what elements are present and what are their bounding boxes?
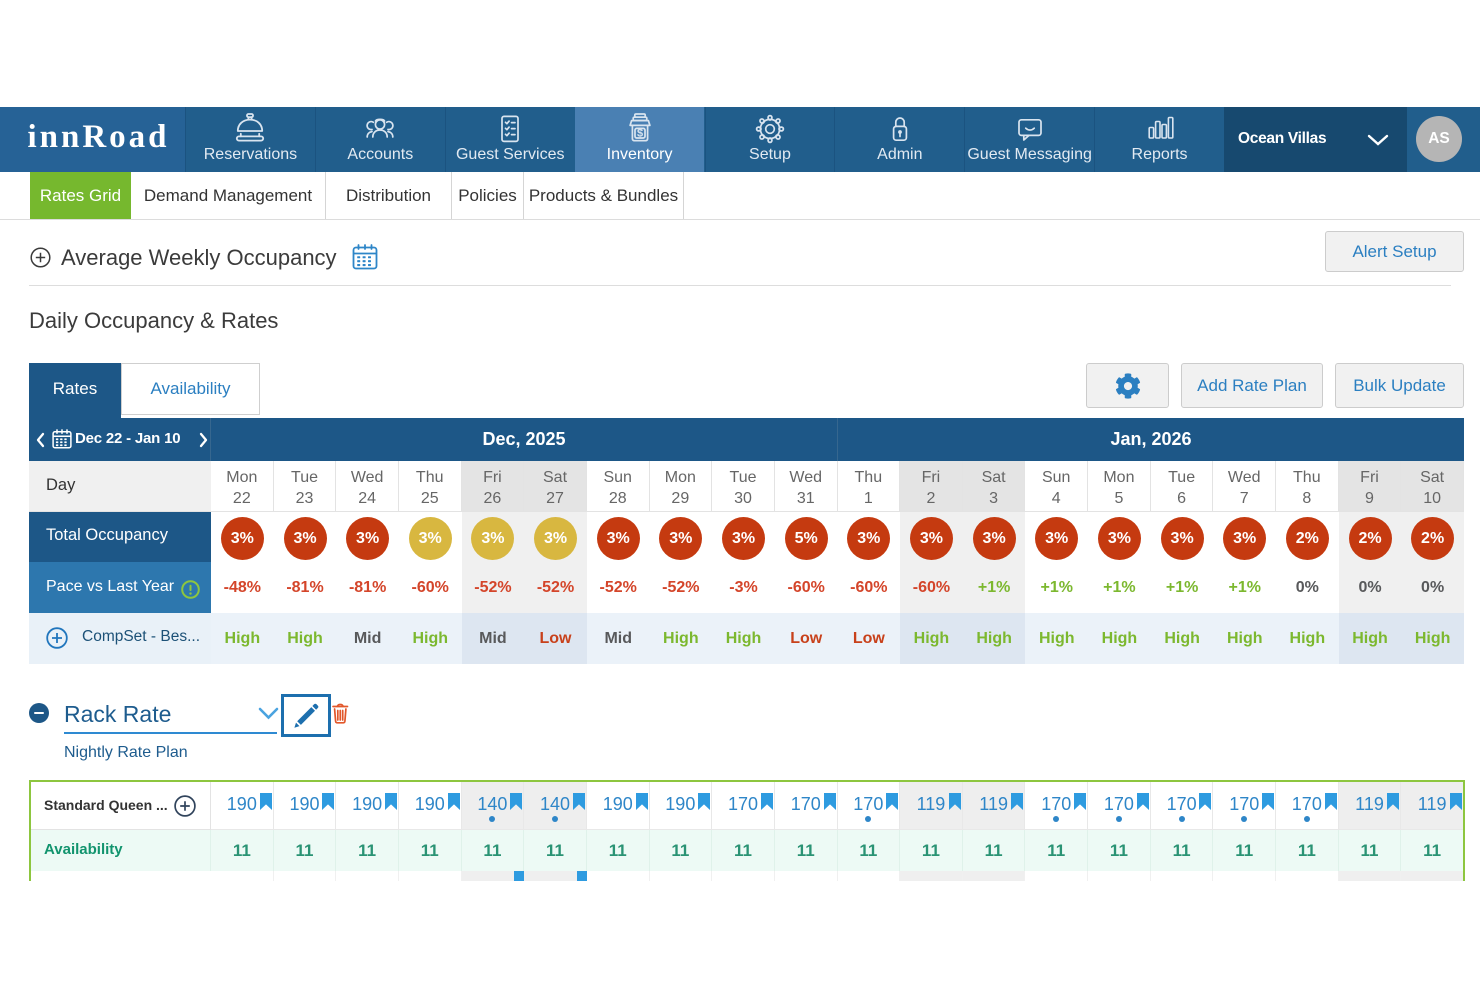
svg-text:$: $: [636, 128, 642, 140]
